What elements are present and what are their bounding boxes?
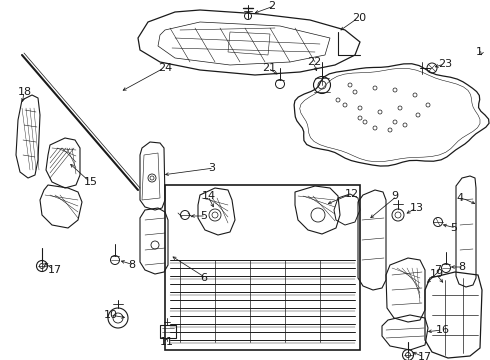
Text: 20: 20 xyxy=(352,13,366,23)
Text: 16: 16 xyxy=(436,325,450,335)
Text: 17: 17 xyxy=(48,265,62,275)
Text: 9: 9 xyxy=(391,191,398,201)
Text: 21: 21 xyxy=(262,63,276,73)
Text: 3: 3 xyxy=(208,163,215,173)
Text: 5: 5 xyxy=(200,211,207,221)
Bar xyxy=(165,185,360,350)
Text: 6: 6 xyxy=(200,273,207,283)
Text: 8: 8 xyxy=(458,262,465,272)
Text: 12: 12 xyxy=(345,189,359,199)
Text: 1: 1 xyxy=(476,47,483,57)
Text: 18: 18 xyxy=(18,87,32,97)
Text: 8: 8 xyxy=(128,260,135,270)
Text: 4: 4 xyxy=(456,193,463,203)
Text: 23: 23 xyxy=(438,59,452,69)
Bar xyxy=(160,325,176,338)
Text: 22: 22 xyxy=(307,57,321,67)
Text: 14: 14 xyxy=(202,191,216,201)
Text: 7: 7 xyxy=(434,265,441,275)
Text: 11: 11 xyxy=(160,337,174,347)
Text: 5: 5 xyxy=(450,223,457,233)
Text: 24: 24 xyxy=(158,63,172,73)
Text: 15: 15 xyxy=(84,177,98,187)
Text: 13: 13 xyxy=(410,203,424,213)
Text: 19: 19 xyxy=(430,269,444,279)
Text: 17: 17 xyxy=(418,352,432,360)
Text: 2: 2 xyxy=(268,1,275,11)
Text: 10: 10 xyxy=(104,310,118,320)
